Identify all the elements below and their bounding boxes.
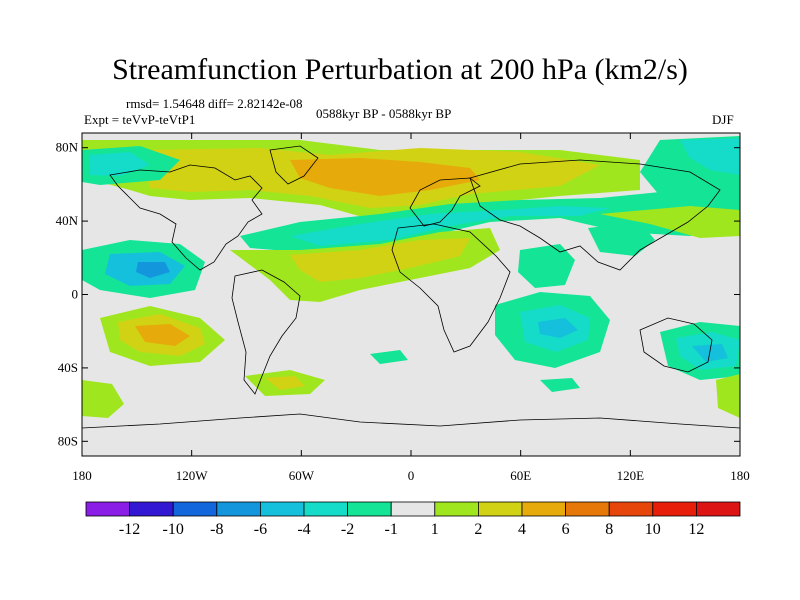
colorbar-label: -1: [385, 521, 398, 538]
lon-tick-label: 120W: [176, 468, 209, 483]
colorbar-label: -6: [254, 521, 267, 538]
colorbar-label: -8: [210, 521, 223, 538]
colorbar-swatch: [259, 501, 305, 517]
coastline-greenland: [269, 145, 319, 185]
coastline-south-america: [231, 269, 301, 395]
colorbar-label: -10: [163, 521, 184, 538]
contour-band: [680, 138, 740, 175]
lon-tick-label: 180: [730, 468, 750, 483]
colorbar-swatch: [172, 501, 218, 517]
colorbar-swatch: [390, 501, 436, 517]
stats-text: rmsd= 1.54648 diff= 2.82142e-08: [126, 96, 303, 111]
latitude-axis: 80N 40N 0 40S 80S: [56, 140, 740, 448]
lat-tick-label: 0: [72, 287, 79, 302]
colorbar-label: 2: [474, 521, 482, 538]
colorbar-swatch: [434, 501, 479, 517]
coastline-australia: [639, 317, 713, 373]
coastline-asia: [469, 159, 721, 271]
colorbar-swatch: [303, 501, 348, 517]
colorbar-swatch: [216, 501, 261, 517]
colorbar-swatch: [608, 501, 654, 517]
colorbar-label: 10: [645, 521, 661, 538]
lon-tick-label: 120E: [617, 468, 645, 483]
contour-band: [290, 158, 480, 196]
lat-tick-label: 40N: [56, 213, 79, 228]
colorbar-swatch: [129, 501, 174, 517]
colorbar-label: -2: [341, 521, 354, 538]
experiment-label: Expt = teVvP-teVtP1: [84, 112, 196, 127]
map-panel: [81, 132, 741, 457]
contour-fills: [82, 136, 740, 418]
contour-band: [135, 324, 190, 346]
lon-tick-label: 60W: [289, 468, 315, 483]
coastline-africa: [391, 223, 511, 353]
colorbar-label: 6: [562, 521, 570, 538]
contour-band: [588, 222, 655, 256]
contour-band: [265, 376, 305, 390]
contour-band: [540, 378, 580, 392]
colorbar-swatch: [652, 501, 697, 517]
colorbar-swatch: [521, 501, 566, 517]
colorbar-swatch: [347, 501, 392, 517]
colorbar-swatch: [565, 501, 610, 517]
contour-band: [90, 152, 150, 176]
contour-band: [82, 380, 124, 418]
period-label: 0588kyr BP - 0588kyr BP: [316, 106, 452, 121]
lon-tick-label: 180: [72, 468, 92, 483]
coastlines: [82, 145, 740, 429]
contour-band: [136, 262, 170, 278]
colorbar-label: 4: [518, 521, 526, 538]
colorbar-swatch: [477, 501, 523, 517]
colorbar-swatch: [696, 501, 741, 517]
contour-band: [716, 374, 740, 418]
lon-tick-label: 60E: [510, 468, 531, 483]
coastline-north-america: [109, 164, 263, 271]
lat-tick-label: 80N: [56, 140, 79, 155]
colorbar-label: 8: [605, 521, 613, 538]
season-label: DJF: [712, 112, 734, 127]
colorbar-label: -4: [297, 521, 310, 538]
contour-band: [518, 244, 575, 288]
contour-band: [290, 238, 470, 282]
contour-band: [600, 206, 740, 238]
contour-band: [370, 350, 408, 364]
contour-band: [290, 206, 610, 246]
colorbar-label: 1: [431, 521, 439, 538]
colorbar-label: 12: [688, 521, 704, 538]
longitude-axis: 180 120W 60W 0 60E 120E 180: [72, 133, 750, 483]
lat-tick-label: 40S: [58, 360, 78, 375]
map-title: Streamfunction Perturbation at 200 hPa (…: [112, 53, 688, 86]
colorbar-label: -12: [119, 521, 140, 538]
contour-band: [538, 318, 578, 338]
lat-tick-label: 80S: [58, 433, 78, 448]
lon-tick-label: 0: [408, 468, 415, 483]
coastline-antarctica: [82, 413, 740, 429]
colorbar-swatch: [85, 501, 130, 517]
colorbar: -12 -10 -8 -6 -4 -2 -1 1 2 4 6 8 10 12: [85, 501, 741, 538]
